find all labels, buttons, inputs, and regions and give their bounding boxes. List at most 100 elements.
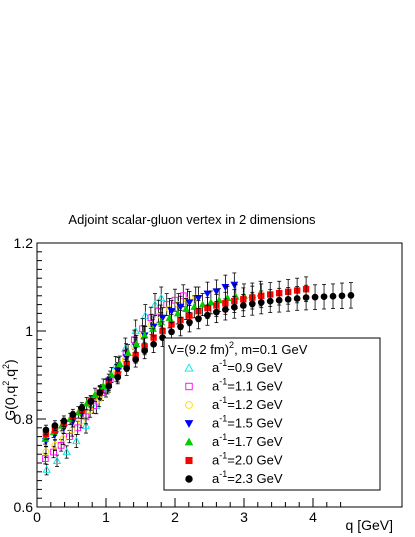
y-tick-label: 1.2 [14,235,34,251]
legend: V=(9.2 fm)2, m=0.1 GeV a-1=0.9 GeV a-1=1.… [163,337,381,491]
data-point [150,340,157,348]
data-point [329,292,337,300]
data-point [59,435,67,443]
data-point [115,359,124,368]
data-point [203,290,212,298]
data-point [177,323,184,330]
x-tick-label: 2 [171,509,179,525]
y-tick-label: 0.6 [14,499,34,515]
data-point [171,296,179,304]
data-point [114,373,122,381]
series-layer [41,272,355,476]
data-point [190,302,199,310]
legend-marker [185,401,193,409]
data-point [51,441,59,449]
data-point [239,302,247,309]
data-point [141,347,149,355]
data-point [195,315,202,323]
legend-label: a-1=2.0 GeV [212,451,283,468]
data-point [150,300,160,308]
data-point [206,298,215,306]
data-point [96,389,104,396]
x-tick-label: 0 [33,509,41,525]
legend-marker [185,382,193,391]
y-tick-label: 0.8 [14,411,34,427]
data-point [168,328,175,336]
legend-marker [185,475,193,483]
data-point [77,417,85,425]
legend-label: a-1=1.7 GeV [212,432,283,449]
data-point [82,413,90,421]
x-tick-label: 3 [240,509,248,525]
chart-title: Adjoint scalar-gluon vertex in 2 dimensi… [68,212,316,227]
data-point [81,421,91,429]
data-point [293,295,301,302]
data-point [176,303,185,311]
series-7 [42,282,355,436]
data-point [157,293,166,302]
data-point [72,436,81,445]
data-point [179,292,187,300]
data-point [185,299,194,307]
legend-label: a-1=0.9 GeV [212,358,283,375]
data-point [320,293,328,301]
data-point [257,299,265,306]
axes-layer: 0 1 2 3 4 0.6 0.8 1 1.2 [14,235,342,525]
data-point [42,426,50,434]
legend-box [163,337,381,491]
legend-marker [185,456,193,465]
data-point [105,382,113,390]
legend-marker [184,420,194,428]
data-point [284,295,292,303]
data-point [69,411,77,418]
data-point [51,422,59,429]
data-point [194,294,203,303]
x-axis-label: q [GeV] [346,517,393,533]
legend-label: a-1=1.1 GeV [212,377,283,394]
data-point [42,465,51,473]
x-tick-label: 4 [309,509,317,525]
data-point [141,311,150,319]
data-point [266,297,274,305]
data-point [347,291,355,299]
data-point [186,318,193,326]
data-point [41,455,49,462]
data-point [155,307,162,315]
data-point [311,293,319,301]
data-point [107,370,116,379]
data-point [230,303,238,311]
legend-label: a-1=2.3 GeV [212,469,283,486]
data-point [123,365,131,372]
data-point [302,294,310,301]
data-point [222,306,229,313]
legend-label: a-1=1.2 GeV [212,395,283,412]
data-point [66,433,73,440]
data-point [60,417,68,425]
data-point [42,448,50,456]
data-point [62,447,71,456]
data-point [95,395,103,403]
x-tick-label: 1 [102,509,110,525]
data-point [204,311,211,319]
data-point [275,296,283,304]
legend-marker [184,363,194,372]
y-axis-label: G(0,q2,q2) [1,359,18,420]
data-point [212,288,221,296]
data-point [132,356,140,363]
data-point [338,292,346,300]
data-point [52,456,62,464]
data-point [78,404,86,412]
legend-header: V=(9.2 fm)2, m=0.1 GeV [168,340,308,357]
data-point [248,300,256,308]
data-point [87,398,95,405]
data-point [182,304,190,313]
data-point [173,309,182,317]
legend-marker [184,437,194,446]
legend-label: a-1=1.5 GeV [212,414,283,431]
data-point [50,448,57,456]
data-point [124,348,132,357]
y-tick-label: 1 [25,323,33,339]
data-point [213,308,220,316]
